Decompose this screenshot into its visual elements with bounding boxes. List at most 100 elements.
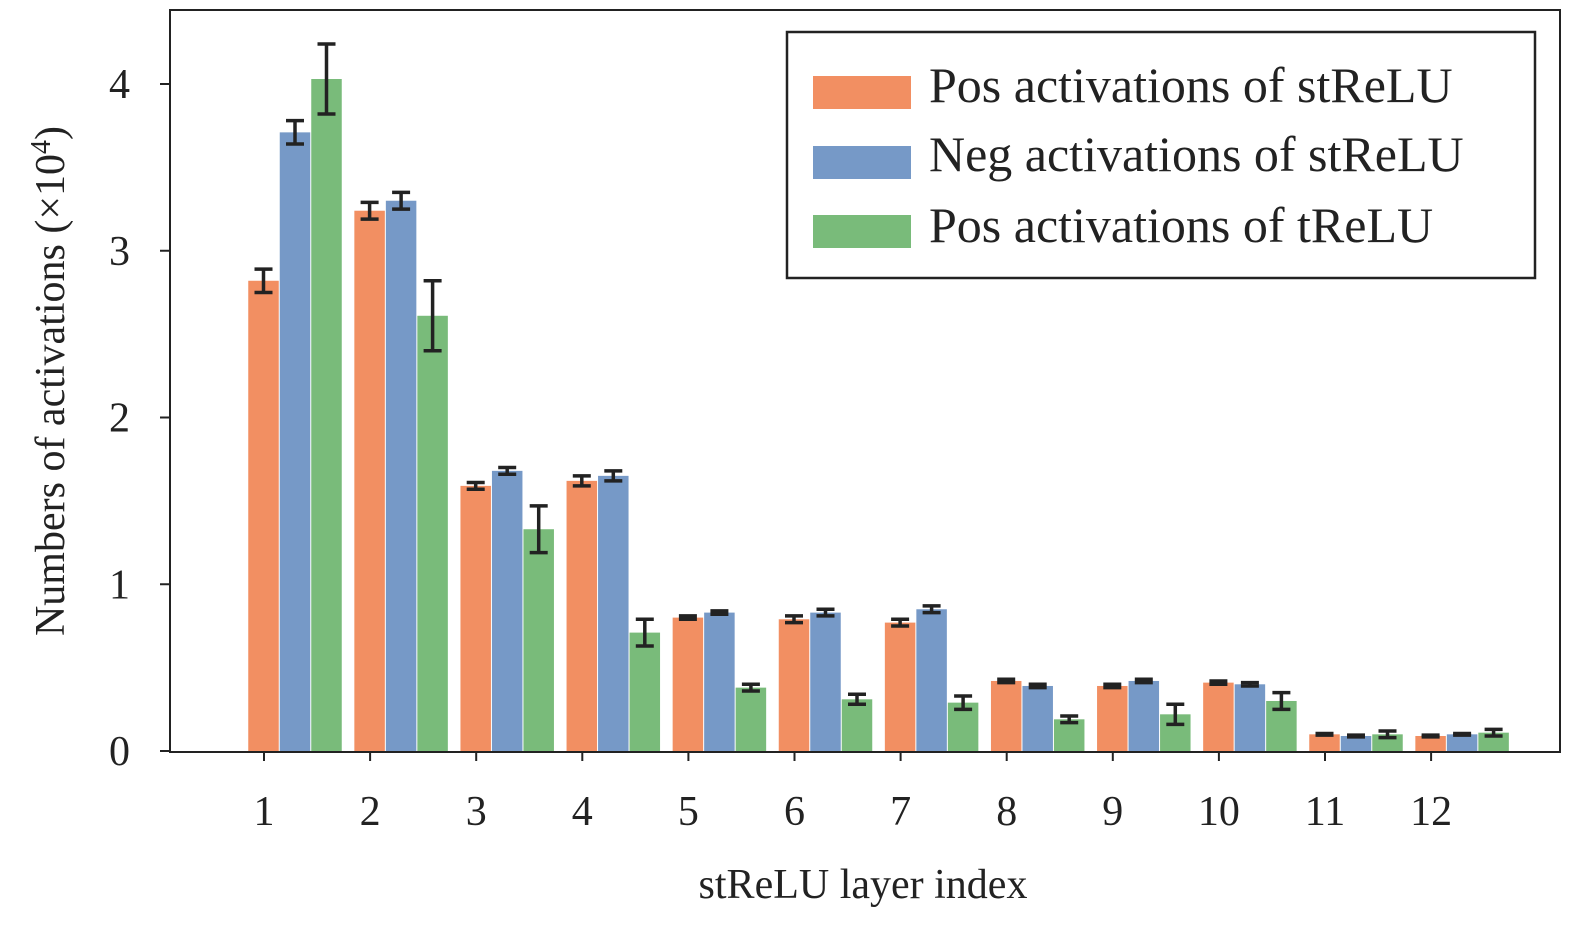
error-bar-series-1-layer-11: [1315, 731, 1334, 737]
bar-series-2-layer-5: [704, 612, 735, 751]
error-bar-series-3-layer-5: [741, 682, 760, 693]
bar-series-2-layer-12: [1446, 734, 1478, 751]
error-bar-series-2-layer-2: [392, 190, 411, 211]
bar-series-1-layer-10: [1203, 682, 1234, 751]
bar-series-1-layer-5: [672, 617, 704, 751]
error-bar-series-3-layer-2: [423, 279, 442, 353]
legend-frame: [785, 30, 1537, 280]
error-bar-series-2-layer-11: [1347, 733, 1365, 739]
bar-series-3-layer-2: [417, 315, 448, 751]
error-bar-series-3-layer-7: [954, 694, 973, 712]
bar-series-3-layer-4: [629, 632, 661, 751]
error-bar-series-3-layer-6: [848, 692, 866, 707]
x-tick-label-12: 12: [1410, 789, 1452, 835]
x-tick-label-6: 6: [784, 789, 805, 835]
bar-series-3-layer-1: [311, 79, 342, 751]
error-bar-series-1-layer-1: [254, 267, 273, 295]
x-tick-label-11: 11: [1305, 789, 1345, 835]
error-bar-series-3-layer-1: [317, 42, 336, 116]
bar-series-1-layer-4: [566, 480, 598, 751]
bar-series-1-layer-7: [884, 622, 916, 751]
y-tick-label-3: 3: [109, 229, 130, 275]
bar-series-3-layer-5: [735, 687, 767, 751]
bars-layer: [248, 79, 1509, 752]
bar-series-1-layer-9: [1097, 685, 1128, 751]
legend-swatch-pos-strelu: [813, 76, 911, 109]
x-axis-title: stReLU layer index: [699, 862, 1028, 908]
x-tick-label-4: 4: [572, 789, 593, 835]
bar-series-3-layer-8: [1053, 719, 1085, 751]
error-bar-series-2-layer-7: [922, 604, 941, 615]
bar-series-2-layer-9: [1128, 680, 1160, 751]
legend-swatch-pos-trelu: [813, 215, 911, 248]
y-tick-label-0: 0: [109, 729, 130, 775]
x-tick-label-10: 10: [1198, 789, 1240, 835]
error-bar-series-2-layer-10: [1240, 680, 1259, 688]
error-bar-series-1-layer-2: [360, 200, 379, 221]
plot-frame: [169, 9, 1561, 753]
x-tick-label-3: 3: [466, 789, 487, 835]
bar-series-2-layer-8: [1022, 685, 1053, 751]
error-bar-series-2-layer-8: [1028, 682, 1047, 690]
x-tick-label-9: 9: [1102, 789, 1123, 835]
error-bar-series-2-layer-6: [816, 607, 835, 618]
error-bar-series-2-layer-5: [710, 609, 729, 617]
error-bar-series-3-layer-10: [1272, 690, 1291, 712]
bar-series-2-layer-10: [1234, 684, 1266, 751]
bar-series-2-layer-1: [279, 132, 311, 752]
bar-series-2-layer-11: [1340, 735, 1372, 751]
bar-series-3-layer-6: [841, 699, 873, 751]
y-axis-title-exponent: 4: [26, 140, 57, 154]
x-tick-label-8: 8: [996, 789, 1017, 835]
bar-series-2-layer-6: [810, 612, 841, 751]
bar-series-1-layer-11: [1309, 734, 1340, 751]
error-bar-series-2-layer-12: [1453, 731, 1472, 737]
error-bar-series-1-layer-3: [466, 480, 485, 491]
bar-series-2-layer-4: [598, 475, 629, 751]
error-bar-series-1-layer-7: [891, 617, 910, 628]
x-axis-ticks: 1 2 3 4 5 6 7 8 9 10 11 12: [254, 751, 1452, 835]
bar-series-1-layer-2: [354, 210, 385, 752]
legend-swatch-neg-strelu: [813, 146, 911, 179]
x-tick-label-1: 1: [254, 789, 275, 835]
legend-label-pos-trelu: Pos activations of tReLU: [929, 197, 1433, 253]
bar-series-1-layer-3: [460, 485, 491, 751]
error-bar-series-3-layer-12: [1484, 727, 1503, 738]
bar-series-1-layer-12: [1415, 735, 1446, 751]
error-bar-series-2-layer-3: [498, 465, 517, 476]
error-bar-series-1-layer-10: [1209, 679, 1228, 687]
error-bar-series-3-layer-3: [529, 504, 548, 555]
y-axis-title-main: Numbers of activations (×10: [28, 154, 74, 636]
bar-series-2-layer-3: [491, 470, 523, 751]
bar-series-2-layer-2: [385, 200, 417, 752]
error-bar-series-3-layer-8: [1060, 714, 1079, 725]
bar-series-1-layer-6: [778, 619, 810, 751]
error-bar-series-1-layer-6: [785, 614, 803, 625]
error-bar-series-1-layer-8: [997, 677, 1016, 685]
y-tick-label-1: 1: [109, 562, 130, 608]
bar-series-1-layer-1: [248, 280, 279, 751]
x-tick-label-7: 7: [890, 789, 911, 835]
bar-series-1-layer-8: [990, 680, 1022, 751]
error-bars-layer: [254, 42, 1503, 740]
error-bar-series-3-layer-11: [1378, 729, 1397, 740]
error-bar-series-2-layer-4: [604, 469, 623, 483]
error-bar-series-2-layer-1: [286, 118, 304, 146]
error-bar-series-3-layer-9: [1166, 702, 1185, 727]
error-bar-series-1-layer-12: [1421, 733, 1440, 739]
error-bar-series-2-layer-9: [1134, 677, 1153, 685]
legend: Pos activations of stReLU Neg activation…: [785, 30, 1537, 280]
legend-label-pos-strelu: Pos activations of stReLU: [929, 57, 1453, 113]
legend-label-neg-strelu: Neg activations of stReLU: [929, 126, 1464, 182]
bar-series-3-layer-3: [523, 529, 554, 751]
y-tick-label-2: 2: [109, 396, 130, 442]
y-tick-label-4: 4: [109, 62, 130, 108]
bar-series-2-layer-7: [916, 609, 947, 751]
y-axis-ticks: 0 1 2 3 4: [109, 62, 170, 775]
y-axis-title-close: ): [28, 126, 74, 140]
x-tick-label-2: 2: [360, 789, 381, 835]
error-bar-series-1-layer-4: [572, 474, 591, 488]
error-bar-series-3-layer-4: [635, 617, 654, 648]
